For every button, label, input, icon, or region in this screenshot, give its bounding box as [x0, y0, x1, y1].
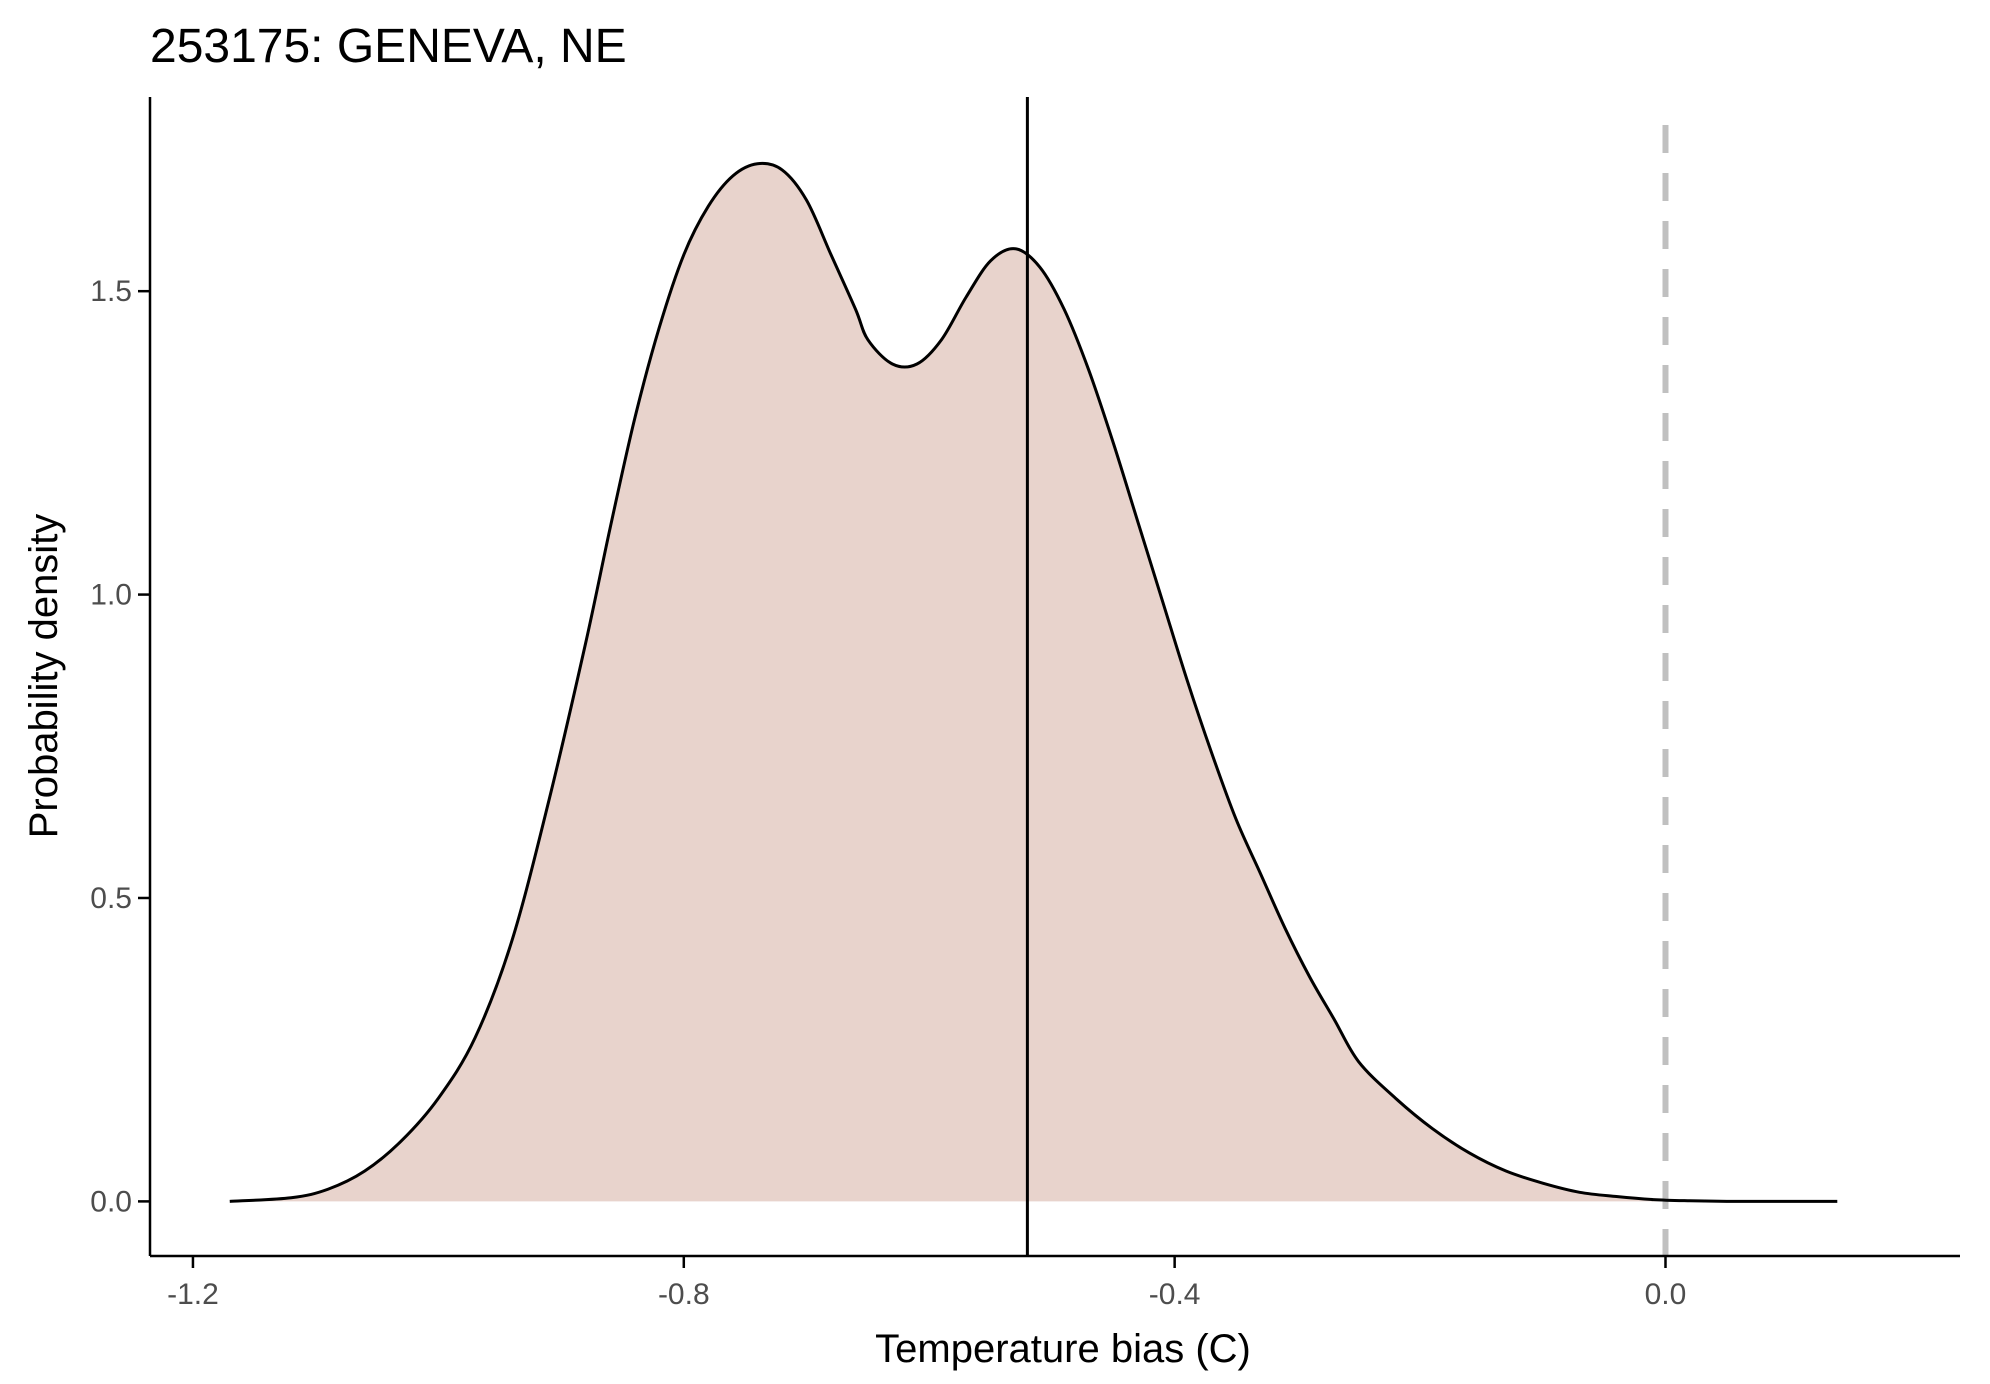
x-tick-label: -0.8 — [658, 1278, 710, 1311]
y-tick-label: 0.0 — [90, 1185, 132, 1218]
y-tick-label: 0.5 — [90, 882, 132, 915]
chart-title: 253175: GENEVA, NE — [150, 20, 627, 73]
density-area — [229, 163, 1838, 1202]
plot-area — [229, 97, 1838, 1256]
y-axis-title: Probability density — [22, 514, 66, 839]
y-tick-label: 1.5 — [90, 275, 132, 308]
density-line — [229, 161, 1838, 1203]
x-axis-title: Temperature bias (C) — [875, 1327, 1251, 1371]
x-tick-label: 0.0 — [1645, 1278, 1687, 1311]
x-tick-label: -1.2 — [167, 1278, 219, 1311]
tick-labels: -1.2 -0.8 -0.4 0.0 0.0 0.5 1.0 1.5 — [90, 275, 1686, 1311]
x-tick-label: -0.4 — [1149, 1278, 1201, 1311]
y-tick-label: 1.0 — [90, 579, 132, 612]
